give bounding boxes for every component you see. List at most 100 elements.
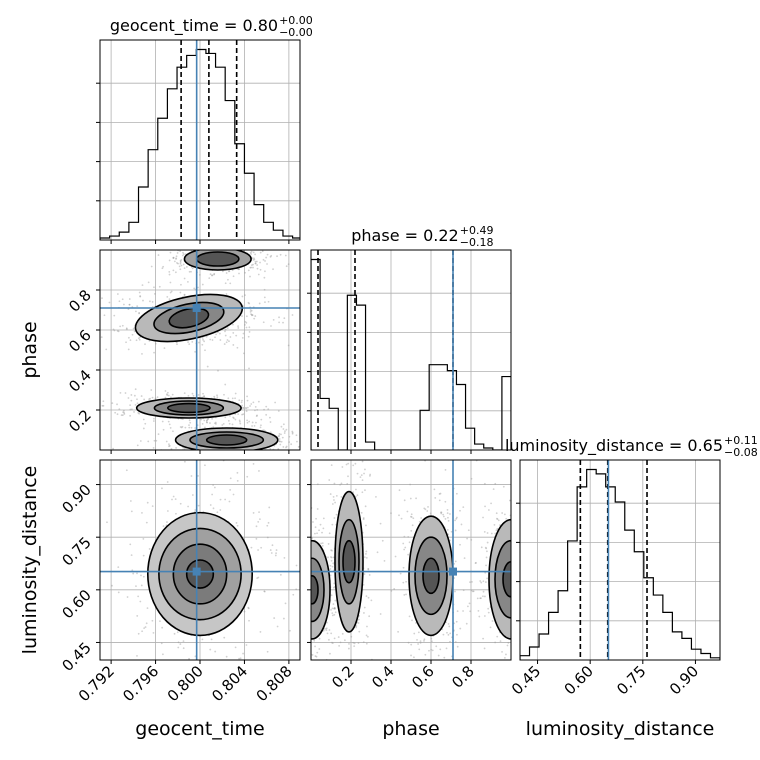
sample-point	[165, 440, 168, 443]
sample-point	[306, 584, 308, 586]
sample-point	[162, 685, 164, 687]
sample-point	[146, 501, 149, 504]
sample-point	[261, 455, 263, 457]
sample-point	[390, 590, 393, 592]
sample-point	[121, 414, 124, 417]
sample-point	[161, 487, 163, 490]
sample-point	[315, 517, 317, 520]
sample-point	[117, 566, 120, 569]
sample-point	[292, 578, 294, 580]
sample-point	[274, 551, 276, 553]
sample-point	[184, 663, 186, 665]
sample-point	[308, 606, 310, 608]
sample-point	[309, 622, 311, 624]
sample-point	[173, 632, 176, 635]
sample-point	[363, 472, 365, 475]
sample-point	[194, 350, 197, 353]
sample-point	[440, 512, 443, 515]
sample-point	[423, 638, 426, 641]
sample-point	[274, 401, 277, 404]
sample-point	[130, 399, 133, 402]
density-fill	[311, 575, 318, 604]
sample-point	[158, 285, 161, 288]
sample-point	[295, 588, 298, 591]
sample-point	[201, 337, 204, 339]
sample-point	[303, 570, 305, 572]
sample-point	[530, 579, 532, 581]
sample-point	[182, 253, 185, 256]
sample-point	[191, 340, 194, 343]
sample-point	[533, 614, 535, 616]
sample-point	[259, 251, 262, 254]
sample-point	[152, 632, 155, 634]
sample-point	[304, 578, 306, 580]
contour-line	[338, 518, 360, 605]
sample-point	[306, 653, 308, 655]
sample-point	[278, 321, 281, 324]
sample-point	[540, 553, 542, 555]
sample-point	[513, 586, 515, 588]
sample-point	[308, 304, 310, 306]
sample-point	[269, 447, 272, 450]
sample-point	[417, 631, 420, 634]
sample-point	[168, 445, 170, 448]
sample-point	[279, 440, 281, 443]
sample-point	[239, 422, 242, 425]
sample-point	[235, 522, 238, 524]
sample-point	[440, 511, 443, 514]
y-tick-label: 0.6	[65, 326, 95, 356]
sample-point	[526, 576, 528, 578]
sample-point	[430, 648, 433, 651]
sample-point	[224, 248, 226, 250]
sample-point	[408, 615, 411, 618]
sample-point	[496, 517, 498, 520]
sample-point	[229, 452, 231, 454]
sample-point	[410, 529, 413, 532]
sample-point	[348, 642, 350, 645]
sample-point	[188, 424, 190, 427]
sample-point	[444, 500, 447, 503]
sample-point	[232, 493, 235, 496]
sample-point	[179, 502, 182, 505]
sample-point	[502, 672, 504, 674]
sample-point	[477, 609, 480, 612]
sample-point	[304, 587, 306, 589]
sample-point	[252, 263, 254, 266]
sample-point	[249, 266, 252, 269]
sample-point	[183, 447, 186, 450]
sample-point	[250, 309, 253, 312]
sample-point	[225, 341, 228, 344]
sample-point	[250, 264, 253, 266]
sample-point	[355, 488, 357, 491]
sample-point	[244, 271, 246, 274]
sample-point	[240, 401, 243, 404]
sample-point	[128, 298, 131, 300]
sample-point	[292, 591, 294, 593]
sample-point	[351, 689, 353, 691]
sample-point	[223, 393, 225, 396]
sample-point	[265, 413, 268, 416]
sample-point	[521, 544, 523, 546]
sample-point	[454, 590, 456, 593]
sample-point	[139, 600, 142, 603]
sample-point	[318, 529, 320, 532]
sample-point	[211, 274, 213, 277]
sample-point	[524, 617, 526, 619]
sample-point	[241, 315, 243, 317]
sample-point	[363, 556, 366, 559]
x-tick-label: 0.6	[408, 662, 438, 692]
sample-point	[331, 565, 334, 568]
sample-point	[326, 632, 329, 635]
sample-point	[516, 630, 518, 632]
sample-point	[77, 396, 79, 398]
sample-point	[207, 248, 209, 250]
density-fill	[206, 435, 247, 445]
sample-point	[251, 421, 254, 424]
sample-point	[211, 493, 214, 496]
sample-point	[307, 660, 309, 662]
sample-point	[533, 592, 535, 594]
sample-point	[410, 516, 413, 518]
sample-point	[484, 505, 486, 508]
sample-point	[304, 603, 306, 605]
contour-line	[502, 560, 511, 598]
